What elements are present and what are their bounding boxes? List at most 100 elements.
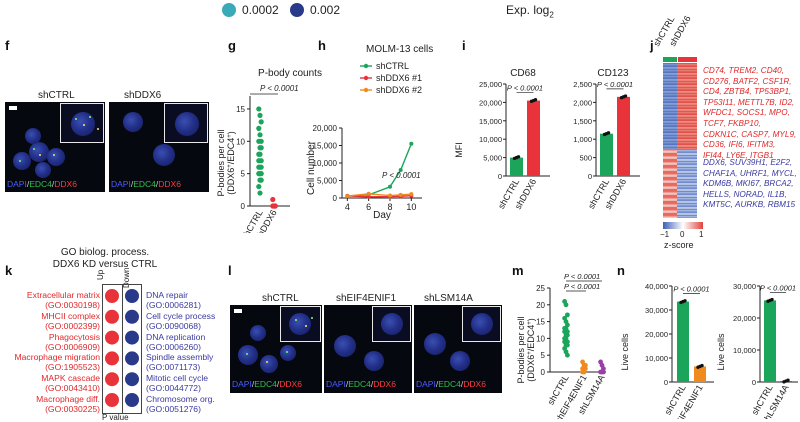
exp-log-sub: 2 [549,10,554,20]
k-up-term-id: (GO:0043410) [45,383,100,394]
n-right-ytick-label: 10,000 [733,346,756,355]
k-down-dot-center [131,316,133,318]
i-left-chart: 05,00010,00015,00020,00025,000shCTRLshDD… [479,80,550,211]
h-xtick-label: 4 [345,202,350,212]
h-ytick-label: 10,000 [313,159,338,168]
stain-dapi: DAPI [111,179,131,189]
k-down-dot-center [131,336,133,339]
m-pvalue-1: P < 0.0001 [564,272,600,281]
m-point [563,302,569,308]
i-cd123-ytick-label: 500 [579,154,592,163]
m-ylabel-line2: (DDX6+/EDC4+) [526,318,536,382]
h-xtick-label: 6 [366,202,371,212]
stain-edc4: EDC4 [438,379,461,389]
k-down-term-id: (GO:0051276) [146,404,201,414]
stain-edc4: EDC4 [29,179,52,189]
j-cbar-label: z-score [664,240,694,250]
legend-value-1: 0.0002 [242,3,279,17]
h-series-point [366,191,371,196]
k-up-dot [105,330,119,345]
n-left-bar-point [683,299,687,303]
chart-g: P-body counts P-bodies per cell (DDX6+/E… [216,68,322,233]
m-point [565,352,570,358]
g-point [256,106,262,112]
n-ylabel-right: Live cells [716,333,726,371]
pbody-dot [19,160,21,162]
stain-ddx6: DDX6 [373,379,396,389]
stain-dapi: DAPI [416,379,436,389]
k-down-term-name: Chromosome org. [146,394,215,404]
g-ytick-label: 5 [241,170,246,179]
k-up-term-id: (GO:0030198) [45,300,100,310]
g-ytick-label: 10 [236,137,245,146]
pbody-dot [89,116,91,118]
cell-nucleus [29,142,49,162]
i-cd123-bar-point [623,94,628,98]
i-cd68-ytick-label: 25,000 [479,80,502,89]
legend-dot-small-p [222,3,236,17]
h-series-point [345,194,350,199]
chart-n: Live cells Live cells 0 10,000 20,000 30,00… [620,282,798,419]
k-down-dot-center [131,357,133,360]
k-down-term: Cell cycle process (GO:0090068) [146,311,256,331]
f-micrograph-shddx6: DAPI/EDC4/DDX6 [109,102,209,192]
m-ytick-label: 15 [536,318,545,327]
stain-sep: / [370,379,374,389]
g-point [272,203,278,209]
cell-nucleus [35,162,51,178]
n-left-bar [677,301,689,382]
h-legend-label: shDDX6 #1 [376,73,422,83]
i-cd123-pvalue: P < 0.0001 [597,80,633,89]
f-micrograph-shctrl: DAPI/EDC4/DDX6 [5,102,105,192]
i-cd68-bar [510,157,523,176]
l-micrograph-sheif4enif1: DAPI/EDC4/DDX6 [324,305,412,393]
h-legend-marker [363,63,369,69]
j-group-bar-ctrl [663,57,677,62]
n-right-ytick-label: 30,000 [733,282,756,291]
cell-nucleus [471,313,493,335]
g-ylabel-line1: P-bodies per cell [216,129,226,196]
m-ytick-label: 25 [536,284,545,293]
i-title-cd68: CD68 [510,68,536,79]
panel-label-j: j [650,38,654,53]
k-up-term-name: MAPK cascade [41,373,100,384]
pbody-dot [97,128,99,130]
n-left-ytick-label: 10,000 [645,354,668,363]
h-legend-label: shDDX6 #2 [376,85,422,95]
l-inset-shctrl [280,306,321,342]
k-up-dot [105,372,119,387]
g-point [258,119,264,125]
l-title-shlsm14a: shLSM14A [424,293,473,304]
h-series-point [388,184,392,189]
panel-label-k: k [5,263,13,278]
k-up-term-name: Phagocytosis [48,331,100,342]
chart-m: P-bodies per cell (DDX6+/EDC4+) 05101520… [516,272,607,419]
exp-log-text: Exp. log [506,3,550,17]
g-point [257,151,263,157]
panel-label-n: n [617,263,625,278]
n-left-ytick-label: 40,000 [645,282,668,291]
stain-sep: / [51,179,55,189]
g-pvalue: P < 0.0001 [260,84,299,93]
h-ytick-label: 15,000 [313,142,338,151]
n-left-bar [694,366,706,382]
k-up-term-id: (GO:0006909) [45,341,100,352]
k-down-term-id: (GO:0090068) [146,320,201,331]
stain-ddx6: DDX6 [158,179,181,189]
f-inset-shctrl [60,103,104,143]
i-cd68-bar-point [533,98,538,102]
g-ylabel: P-bodies per cell (DDX6+/EDC4+) [216,129,236,196]
pbody-dot [83,124,85,126]
i-cd123-ytick-label: 2,500 [573,80,592,89]
stain-ddx6: DDX6 [54,179,77,189]
k-up-dot [105,289,119,303]
h-legend-marker [363,75,369,81]
i-cd68-bar-point [516,155,521,159]
i-cd68-bar [527,100,540,176]
i-cd68-ytick-label: 0 [498,172,502,181]
h-series-point [398,168,403,172]
j-heatmap [663,63,697,218]
cell-nucleus [13,152,31,170]
l-stain-legend-1: DAPI/EDC4/DDX6 [232,379,302,389]
